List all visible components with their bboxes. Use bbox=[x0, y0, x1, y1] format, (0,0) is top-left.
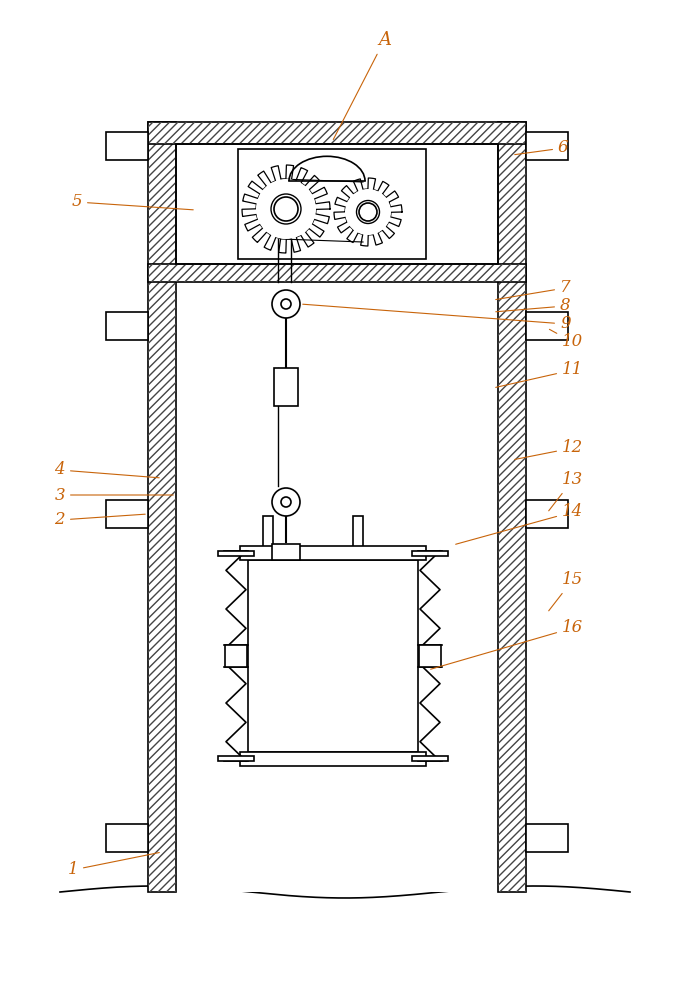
Circle shape bbox=[357, 200, 380, 224]
Bar bbox=[274, 368, 298, 406]
Bar bbox=[272, 544, 300, 560]
Text: 1: 1 bbox=[67, 853, 159, 879]
Circle shape bbox=[281, 497, 291, 507]
Bar bbox=[240, 752, 426, 766]
Circle shape bbox=[256, 179, 316, 239]
Circle shape bbox=[271, 194, 301, 224]
Bar bbox=[238, 149, 426, 259]
Bar bbox=[498, 122, 526, 892]
Bar bbox=[225, 645, 247, 667]
Text: 8: 8 bbox=[496, 298, 571, 314]
Bar bbox=[412, 756, 448, 761]
Circle shape bbox=[272, 488, 300, 516]
Bar bbox=[148, 264, 526, 282]
Circle shape bbox=[359, 203, 377, 221]
Circle shape bbox=[272, 290, 300, 318]
Bar bbox=[263, 516, 273, 762]
Bar bbox=[240, 546, 426, 560]
Bar bbox=[148, 122, 526, 144]
Bar bbox=[106, 500, 148, 528]
Circle shape bbox=[345, 189, 391, 235]
Bar bbox=[148, 122, 176, 892]
Bar bbox=[526, 312, 568, 340]
Circle shape bbox=[281, 299, 291, 309]
Text: 7: 7 bbox=[496, 279, 571, 300]
Bar bbox=[498, 122, 526, 892]
Bar bbox=[218, 551, 254, 556]
Text: 14: 14 bbox=[456, 504, 583, 544]
Text: 5: 5 bbox=[71, 194, 193, 211]
Bar bbox=[218, 756, 254, 761]
Text: 4: 4 bbox=[54, 462, 159, 479]
Bar bbox=[176, 144, 498, 264]
Text: A: A bbox=[334, 31, 391, 140]
Bar bbox=[526, 500, 568, 528]
Text: 13: 13 bbox=[549, 472, 583, 511]
Bar bbox=[176, 144, 498, 264]
Bar bbox=[148, 264, 526, 282]
Bar bbox=[176, 282, 498, 892]
Bar bbox=[353, 516, 363, 762]
Text: 2: 2 bbox=[54, 512, 145, 528]
Text: 15: 15 bbox=[549, 572, 583, 611]
Bar bbox=[419, 645, 441, 667]
Bar bbox=[526, 824, 568, 852]
Bar bbox=[106, 312, 148, 340]
Text: 12: 12 bbox=[515, 440, 583, 459]
Text: 9: 9 bbox=[303, 304, 571, 332]
Text: 11: 11 bbox=[496, 361, 583, 387]
Bar bbox=[248, 560, 418, 752]
Bar bbox=[106, 132, 148, 160]
Text: 6: 6 bbox=[515, 139, 569, 156]
Bar bbox=[106, 824, 148, 852]
Text: 3: 3 bbox=[54, 487, 173, 504]
Text: 16: 16 bbox=[431, 619, 583, 669]
Bar bbox=[526, 132, 568, 160]
Bar bbox=[412, 551, 448, 556]
Circle shape bbox=[274, 197, 298, 221]
Bar bbox=[148, 122, 526, 144]
Text: 10: 10 bbox=[549, 329, 583, 351]
Bar bbox=[148, 122, 176, 892]
